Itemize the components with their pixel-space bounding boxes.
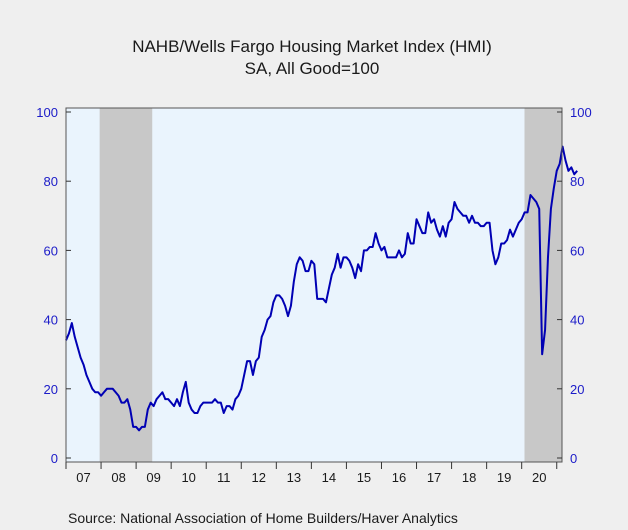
x-tick-label: 16 xyxy=(392,470,406,485)
y-left-tick-label: 20 xyxy=(44,382,58,397)
y-right-tick-label: 20 xyxy=(570,382,584,397)
chart-subtitle: SA, All Good=100 xyxy=(245,59,380,78)
y-left-tick-label: 0 xyxy=(51,451,58,466)
recession-bands xyxy=(99,108,562,462)
x-tick-label: 14 xyxy=(322,470,336,485)
x-tick-label: 17 xyxy=(427,470,441,485)
x-tick-label: 11 xyxy=(217,470,231,485)
x-tick-label: 15 xyxy=(357,470,371,485)
source-note: Source: National Association of Home Bui… xyxy=(68,510,458,526)
y-right-tick-label: 0 xyxy=(570,451,577,466)
series-line-1 xyxy=(65,145,578,432)
x-tick-label: 18 xyxy=(462,470,476,485)
x-tick-label: 12 xyxy=(252,470,266,485)
x-axis: 07 08 09 10 11 12 13 14 15 16 17 18 19 20 xyxy=(65,462,558,485)
y-left-tick-label: 80 xyxy=(44,174,58,189)
x-tick-label: 19 xyxy=(497,470,511,485)
y-right-tick-label: 40 xyxy=(570,313,584,328)
y-right-tick-label: 80 xyxy=(570,174,584,189)
x-tick-label: 07 xyxy=(76,470,90,485)
y-axis-right: 0 20 40 60 80 100 xyxy=(557,105,592,466)
x-tick-label: 09 xyxy=(146,470,160,485)
y-left-tick-label: 60 xyxy=(44,243,58,258)
recession-band-2 xyxy=(524,108,562,462)
series-layer xyxy=(65,145,578,432)
x-tick-label: 20 xyxy=(532,470,546,485)
y-axis-left: 0 20 40 60 80 100 xyxy=(36,105,71,466)
y-right-tick-label: 100 xyxy=(570,105,592,120)
plot-frame xyxy=(65,107,563,463)
recession-band-1 xyxy=(99,108,153,462)
chart-title: NAHB/Wells Fargo Housing Market Index (H… xyxy=(132,37,492,56)
x-tick-label: 10 xyxy=(181,470,195,485)
x-tick-label: 13 xyxy=(287,470,301,485)
y-left-tick-label: 100 xyxy=(36,105,58,120)
x-tick-label: 08 xyxy=(111,470,125,485)
y-left-tick-label: 40 xyxy=(44,313,58,328)
y-right-tick-label: 60 xyxy=(570,243,584,258)
